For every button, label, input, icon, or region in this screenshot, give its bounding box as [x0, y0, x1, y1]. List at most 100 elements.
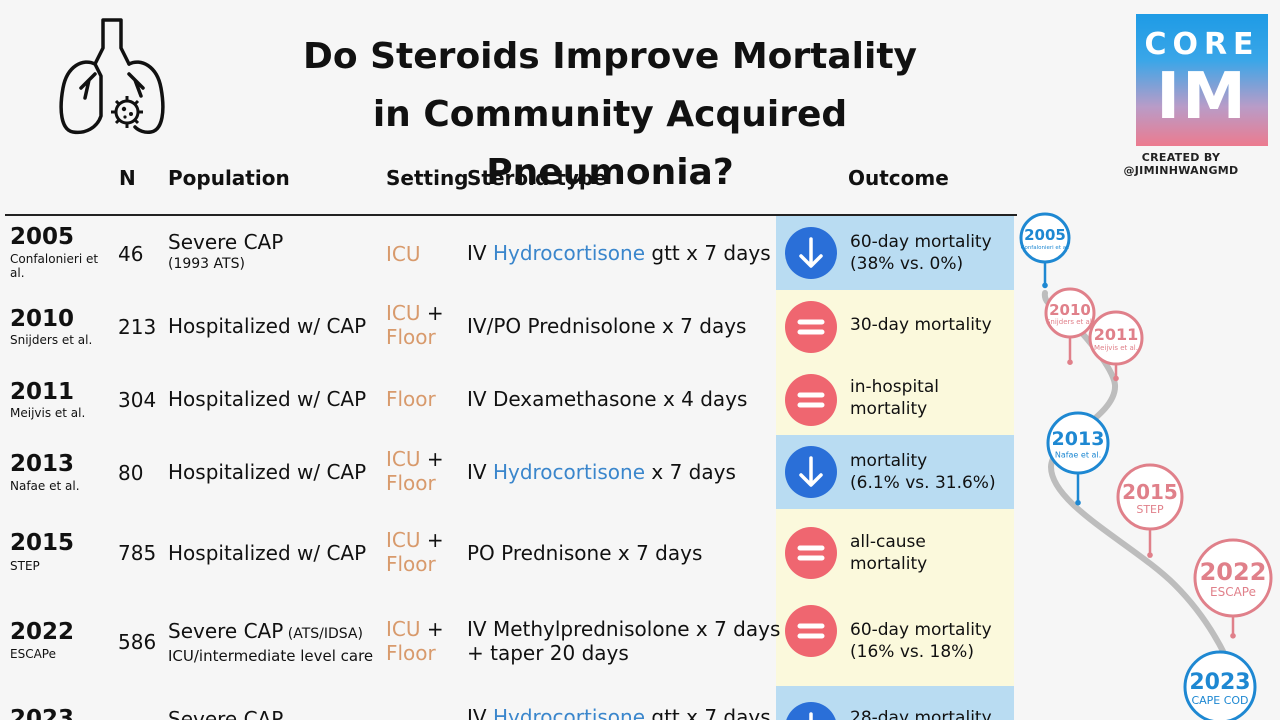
table-row: 2023 Severe CAP IV Hydrocortisone gtt x …	[0, 686, 1020, 720]
outcome-line-1: 60-day mortality	[850, 232, 992, 252]
outcome-line-2: mortality	[850, 399, 928, 419]
row-population: Hospitalized w/ CAP	[168, 460, 367, 484]
row-outcome: mortality (6.1% vs. 31.6%)	[850, 450, 996, 494]
table-row: 2011 Meijvis et al. 304 Hospitalized w/ …	[0, 363, 1020, 435]
row-population: Severe CAP (1993 ATS)	[168, 230, 283, 274]
table-row: 2015 STEP 785 Hospitalized w/ CAP ICU + …	[0, 509, 1020, 597]
timeline-label: Nafae et al.	[1055, 451, 1101, 460]
row-year: 2022	[10, 619, 75, 645]
setting-icu: ICU	[386, 528, 421, 552]
setting-icu: ICU	[386, 617, 421, 641]
row-author: STEP	[10, 559, 40, 573]
timeline-year: 2011	[1094, 325, 1139, 344]
timeline-year: 2013	[1052, 428, 1105, 450]
logo-line-1: CORE	[1144, 27, 1260, 62]
outcome-line-2: (6.1% vs. 31.6%)	[850, 473, 996, 493]
setting-floor: Floor	[386, 552, 436, 576]
timeline-year: 2022	[1200, 558, 1267, 586]
row-n: 586	[118, 630, 157, 654]
lungs-virus-icon	[59, 18, 165, 135]
timeline-label: Confalonieri et al.	[1021, 245, 1070, 251]
row-steroid: IV Hydrocortisone gtt x 7 days	[467, 705, 771, 720]
setting-plus: +	[420, 447, 444, 471]
row-year: 2005	[10, 224, 75, 250]
steroid-prefix: IV	[467, 705, 493, 720]
down-arrow-icon	[785, 702, 837, 720]
row-author: Meijvis et al.	[10, 406, 86, 420]
outcome-line-2: (16% vs. 18%)	[850, 642, 974, 662]
population-note: (ATS/IDSA)	[283, 626, 363, 642]
row-setting: ICU	[386, 242, 421, 266]
row-steroid: IV Dexamethasone x 4 days	[467, 387, 748, 411]
page-title: Do Steroids Improve Mortality in Communi…	[250, 28, 970, 202]
table-row: 2005 Confalonieri et al. 46 Severe CAP (…	[0, 216, 1020, 290]
core-im-logo: CORE IM	[1136, 14, 1268, 146]
row-year: 2013	[10, 451, 75, 477]
row-year: 2011	[10, 379, 75, 405]
title-line-1: Do Steroids Improve Mortality	[302, 36, 917, 77]
down-arrow-icon	[785, 227, 837, 279]
setting-plus: +	[420, 617, 444, 641]
header-setting: Setting	[386, 166, 469, 190]
header-divider	[5, 214, 1017, 216]
steroid-line-2: + taper 20 days	[467, 641, 629, 665]
row-year: 2010	[10, 306, 75, 332]
row-n: 785	[118, 541, 157, 565]
row-setting: ICU + Floor	[386, 528, 444, 576]
row-steroid: IV Methylprednisolone x 7 days + taper 2…	[467, 617, 780, 665]
logo-line-2: IM	[1156, 60, 1248, 134]
row-author: Nafae et al.	[10, 479, 80, 493]
setting-icu: ICU	[386, 447, 421, 471]
equal-icon	[785, 374, 837, 426]
row-outcome: in-hospital mortality	[850, 376, 939, 420]
outcome-line-1: mortality	[850, 451, 928, 471]
header-outcome: Outcome	[848, 166, 949, 190]
setting-plus: +	[420, 528, 444, 552]
steroid-suffix: gtt x 7 days	[645, 705, 771, 720]
row-author: ESCAPe	[10, 647, 56, 661]
population-sub: (1993 ATS)	[168, 256, 245, 272]
title-line-2: in Community Acquired Pneumonia?	[372, 94, 848, 193]
population-main: Severe CAP	[168, 619, 284, 643]
header-steroid: Steroid type	[467, 166, 607, 190]
row-n: 304	[118, 388, 157, 412]
steroid-hydrocortisone: Hydrocortisone	[492, 705, 646, 720]
row-outcome: 28-day mortality	[850, 708, 992, 720]
row-population: Hospitalized w/ CAP	[168, 541, 367, 565]
outcome-line-1: 60-day mortality	[850, 620, 992, 640]
steroid-suffix: x 7 days	[645, 460, 736, 484]
setting-plus: +	[420, 301, 444, 325]
population-sub: ICU/intermediate level care	[168, 647, 374, 665]
steroid-hydrocortisone: Hydrocortisone	[492, 460, 646, 484]
table-row: 2010 Snijders et al. 213 Hospitalized w/…	[0, 290, 1020, 363]
row-n: 213	[118, 315, 157, 339]
setting-icu: ICU	[386, 301, 421, 325]
timeline-label: STEP	[1136, 503, 1164, 516]
row-author: Snijders et al.	[10, 333, 93, 347]
equal-icon	[785, 527, 837, 579]
setting-floor: Floor	[386, 471, 436, 495]
equal-icon	[785, 301, 837, 353]
outcome-line-1: all-cause	[850, 532, 926, 552]
steroid-hydrocortisone: Hydrocortisone	[492, 241, 646, 265]
outcome-line-1: in-hospital	[850, 377, 939, 397]
down-arrow-icon	[785, 446, 837, 498]
row-population: Severe CAP (ATS/IDSA) ICU/intermediate l…	[168, 619, 373, 666]
row-n: 80	[118, 461, 144, 485]
header-n: N	[119, 166, 136, 190]
header-population: Population	[168, 166, 290, 190]
row-setting: ICU + Floor	[386, 617, 444, 665]
steroid-prefix: IV	[467, 241, 493, 265]
timeline-year: 2023	[1189, 670, 1250, 695]
row-year: 2015	[10, 530, 75, 556]
row-population: Hospitalized w/ CAP	[168, 314, 367, 338]
row-outcome: all-cause mortality	[850, 531, 927, 575]
timeline-year: 2015	[1122, 480, 1178, 504]
row-year: 2023	[10, 706, 75, 720]
